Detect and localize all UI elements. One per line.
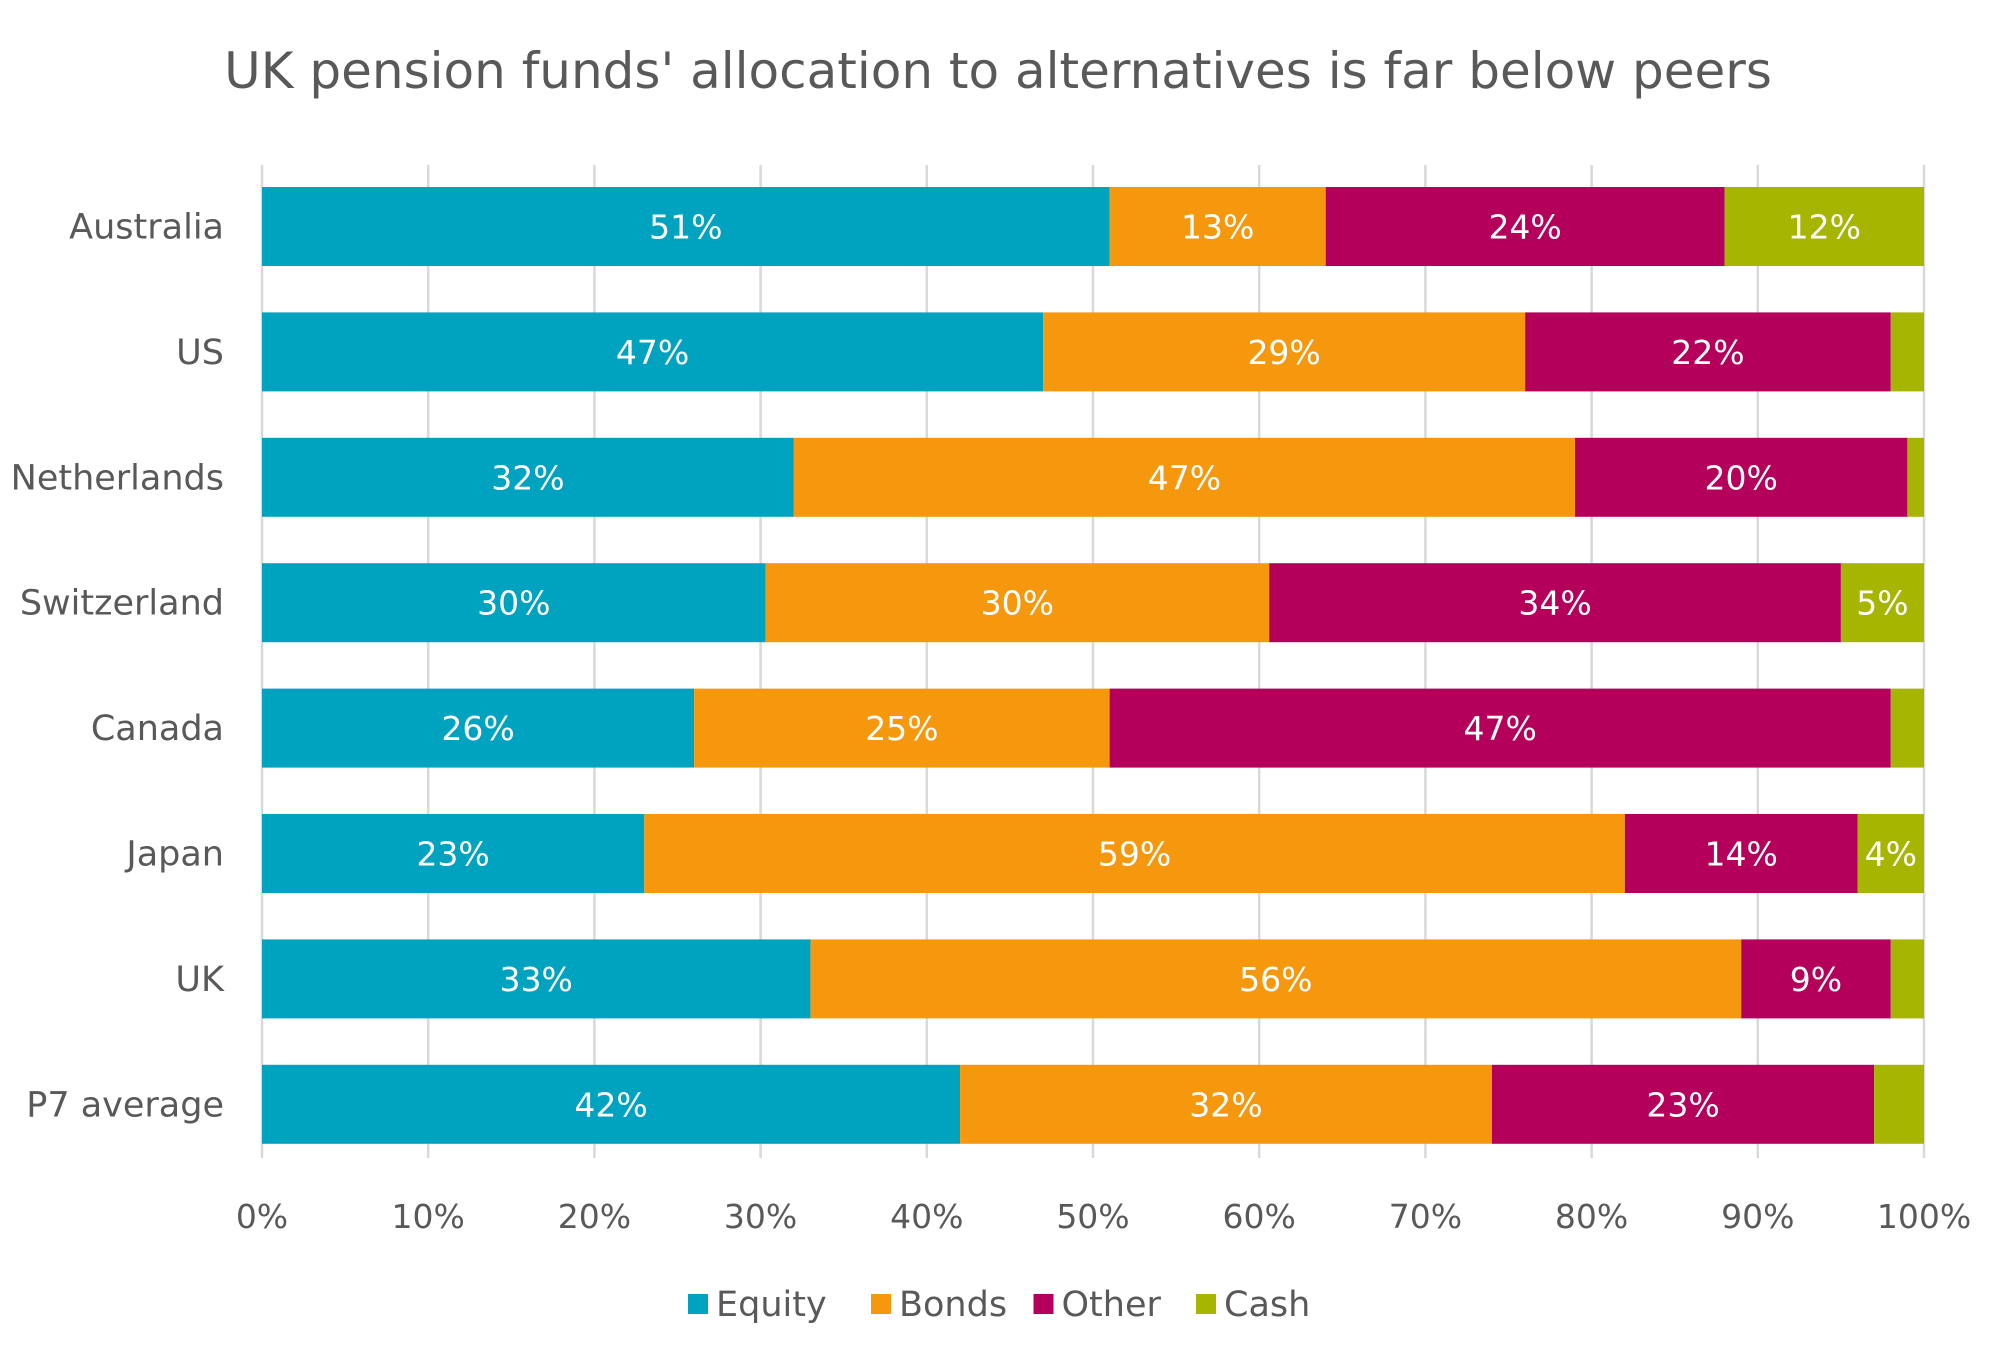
data-label: 47% bbox=[1148, 458, 1221, 497]
data-label: 47% bbox=[1464, 709, 1537, 748]
bar-segment-other bbox=[1624, 814, 1858, 893]
data-label: 13% bbox=[1181, 208, 1254, 247]
bar-segment-equity bbox=[262, 187, 1110, 266]
category-labels: Australia US Netherlands Switzerland Canada J… bbox=[11, 208, 225, 1126]
legend-swatch-other bbox=[1033, 1294, 1054, 1314]
category-label: P7 average bbox=[26, 1085, 224, 1125]
x-tick-label: 70% bbox=[1389, 1197, 1462, 1236]
bar-segment-bonds bbox=[765, 563, 1270, 643]
bar-segment-cash bbox=[1874, 1064, 1924, 1144]
bar-segment-equity bbox=[262, 1064, 961, 1144]
data-label: 56% bbox=[1239, 960, 1312, 999]
data-label: 32% bbox=[491, 458, 564, 497]
category-label: Japan bbox=[124, 835, 224, 875]
bar-segment-bonds bbox=[1043, 312, 1526, 392]
bar-segment-bonds bbox=[644, 814, 1625, 893]
data-label: 4% bbox=[1865, 835, 1917, 874]
data-label: 24% bbox=[1488, 208, 1561, 247]
data-label: 26% bbox=[441, 709, 514, 748]
bar-segment-cash bbox=[1890, 312, 1924, 392]
bar-segment-other bbox=[1109, 688, 1891, 768]
x-tick-label: 40% bbox=[890, 1197, 963, 1236]
data-label: 30% bbox=[981, 584, 1054, 623]
bar-segment-equity bbox=[262, 563, 766, 643]
category-label: Netherlands bbox=[11, 458, 224, 498]
category-label: Australia bbox=[69, 208, 224, 248]
legend-label-other: Other bbox=[1062, 1285, 1162, 1325]
x-tick-label: 30% bbox=[724, 1197, 797, 1236]
bar-segment-cash bbox=[1724, 187, 1924, 266]
data-label: 42% bbox=[574, 1085, 647, 1124]
data-label: 47% bbox=[616, 333, 689, 372]
category-label: Switzerland bbox=[20, 584, 224, 624]
category-label: US bbox=[176, 333, 224, 373]
chart-title: UK pension funds' allocation to alternat… bbox=[224, 42, 1772, 100]
x-tick-label: 80% bbox=[1555, 1197, 1628, 1236]
bar-segment-equity bbox=[262, 814, 645, 893]
data-label: 30% bbox=[477, 584, 550, 623]
bar-segment-other bbox=[1741, 939, 1891, 1019]
legend-label-bonds: Bonds bbox=[899, 1285, 1007, 1325]
bar-segment-equity bbox=[262, 688, 695, 768]
category-label: UK bbox=[175, 960, 225, 1000]
data-label: 32% bbox=[1189, 1085, 1262, 1124]
legend-label-equity: Equity bbox=[716, 1285, 827, 1325]
bar-segment-bonds bbox=[960, 1064, 1492, 1144]
bar-segment-bonds bbox=[810, 939, 1742, 1019]
bar-segment-cash bbox=[1890, 688, 1924, 768]
data-label: 20% bbox=[1705, 458, 1778, 497]
data-label: 22% bbox=[1671, 333, 1744, 372]
legend: Equity Bonds Other Cash bbox=[688, 1285, 1310, 1325]
bar-segment-bonds bbox=[1109, 187, 1326, 266]
x-tick-label: 60% bbox=[1223, 1197, 1296, 1236]
legend-swatch-bonds bbox=[871, 1294, 891, 1314]
data-label: 51% bbox=[649, 208, 722, 247]
bar-segment-cash bbox=[1840, 563, 1924, 643]
x-axis-tick-labels: 0% 10% 20% 30% 40% 50% 60% 70% 80% 90% 100% bbox=[236, 1197, 1971, 1236]
data-label: 12% bbox=[1788, 208, 1861, 247]
data-label: 23% bbox=[1646, 1085, 1719, 1124]
bar-segment-equity bbox=[262, 312, 1044, 392]
data-label: 5% bbox=[1856, 584, 1908, 623]
bar-segment-other bbox=[1325, 187, 1725, 266]
category-label: Canada bbox=[91, 709, 224, 749]
bar-segment-equity bbox=[262, 437, 794, 517]
legend-swatch-equity bbox=[688, 1294, 708, 1314]
x-tick-label: 0% bbox=[236, 1197, 288, 1236]
bar-segment-other bbox=[1574, 437, 1908, 517]
data-label: 23% bbox=[416, 835, 489, 874]
data-label: 29% bbox=[1247, 333, 1320, 372]
legend-swatch-cash bbox=[1196, 1294, 1216, 1314]
bar-segment-cash bbox=[1890, 939, 1924, 1019]
x-tick-label: 20% bbox=[558, 1197, 631, 1236]
x-tick-label: 50% bbox=[1056, 1197, 1129, 1236]
bars: 51% 13% 24% 12% 47% 29% 22% 32% 47% 20% 30% 30% 34% 5… bbox=[262, 187, 1924, 1144]
data-label: 9% bbox=[1790, 960, 1842, 999]
bar-segment-bonds bbox=[793, 437, 1575, 517]
data-label: 25% bbox=[865, 709, 938, 748]
bar-segment-equity bbox=[262, 939, 811, 1019]
bar-segment-cash bbox=[1907, 437, 1924, 517]
legend-label-cash: Cash bbox=[1224, 1285, 1310, 1325]
data-label: 59% bbox=[1098, 835, 1171, 874]
x-tick-label: 100% bbox=[1877, 1197, 1971, 1236]
x-tick-label: 90% bbox=[1721, 1197, 1794, 1236]
x-tick-label: 10% bbox=[392, 1197, 465, 1236]
bar-segment-other bbox=[1491, 1064, 1875, 1144]
data-label: 34% bbox=[1518, 584, 1591, 623]
data-label: 14% bbox=[1705, 835, 1778, 874]
bar-segment-cash bbox=[1857, 814, 1924, 893]
bar-segment-other bbox=[1269, 563, 1841, 643]
bar-segment-bonds bbox=[694, 688, 1110, 768]
bar-segment-other bbox=[1525, 312, 1891, 392]
data-label: 33% bbox=[500, 960, 573, 999]
